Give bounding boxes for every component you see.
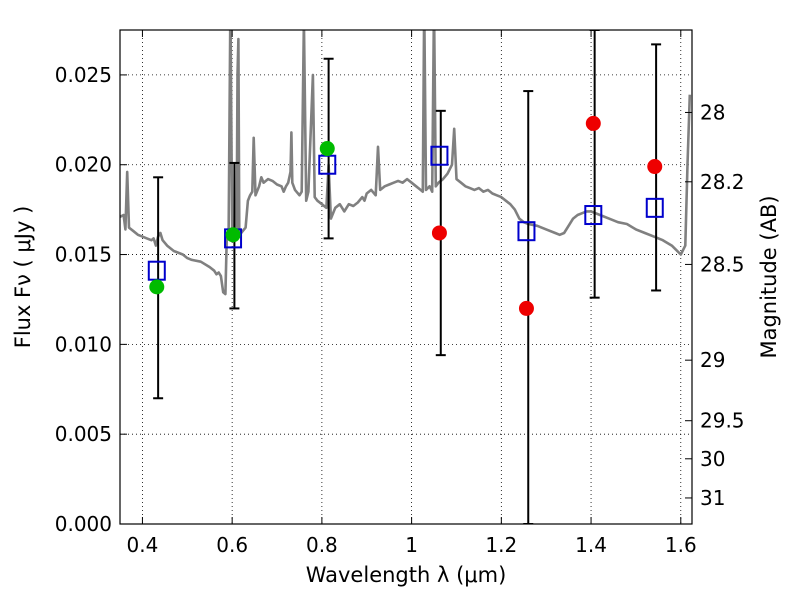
magnitude-tick-label: 29.5 — [700, 409, 745, 433]
x-tick-label: 1.6 — [665, 533, 697, 557]
x-axis-label: Wavelength λ (μm) — [306, 563, 507, 587]
model-square-marker — [517, 221, 536, 242]
y-tick-label: 0.010 — [55, 332, 112, 356]
x-tick-label: 1.4 — [575, 533, 607, 557]
axis-ticks: 0.4 0.6 0.8 1 1.2 1.4 1.6 0.000 0.005 0.010 0.015 0… — [55, 30, 745, 557]
model-square-marker — [645, 197, 664, 218]
magnitude-tick-label: 28 — [700, 100, 725, 124]
detection-marker — [149, 279, 165, 295]
non-detection-marker — [518, 300, 534, 316]
y-tick-label: 0.025 — [55, 63, 112, 87]
detection-marker — [319, 141, 335, 157]
non-detection-marker — [431, 225, 447, 241]
magnitude-tick-label: 28.5 — [700, 252, 745, 276]
y-tick-label: 0.015 — [55, 243, 112, 267]
y-tick-label: 0.020 — [55, 153, 112, 177]
x-tick-label: 0.8 — [306, 533, 338, 557]
non-detection-marker — [647, 159, 663, 175]
grid — [120, 30, 692, 525]
magnitude-axis-label: Magnitude (AB) — [757, 195, 781, 358]
y-axis-label: Flux Fν ( μJy ) — [11, 206, 35, 349]
model-square-marker — [584, 205, 603, 226]
magnitude-tick-label: 28.2 — [700, 170, 745, 194]
y-tick-label: 0.000 — [55, 512, 112, 536]
magnitude-tick-label: 30 — [700, 447, 725, 471]
magnitude-tick-label: 31 — [700, 486, 725, 510]
x-tick-label: 0.4 — [127, 533, 159, 557]
non-detection-marker — [585, 115, 601, 131]
plot-area — [120, 30, 692, 524]
x-tick-label: 1.2 — [485, 533, 517, 557]
spectrum-line — [120, 30, 692, 296]
model-square-marker — [430, 145, 449, 166]
magnitude-tick-label: 29 — [700, 348, 725, 372]
x-tick-label: 0.6 — [216, 533, 248, 557]
x-tick-label: 1 — [405, 533, 418, 557]
plot-frame — [119, 29, 693, 525]
detection-marker — [225, 227, 241, 243]
model-square-marker — [147, 260, 166, 281]
y-tick-label: 0.005 — [55, 422, 112, 446]
